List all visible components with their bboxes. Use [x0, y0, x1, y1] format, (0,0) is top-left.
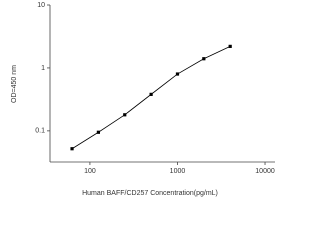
data-point — [149, 92, 153, 96]
y-tick-label: 1 — [41, 65, 45, 72]
data-point — [202, 57, 206, 61]
y-axis-label: OD=450 nm — [11, 65, 18, 103]
data-point — [228, 44, 232, 48]
x-tick-label: 10000 — [255, 168, 275, 175]
x-axis-label: Human BAFF/CD257 Concentration(pg/mL) — [82, 190, 218, 197]
data-point — [96, 130, 101, 134]
data-point — [175, 72, 180, 76]
data-point — [70, 147, 74, 151]
series-line — [71, 46, 231, 150]
chart: Human BAFF/CD257 Concentration(pg/mL) OD… — [11, 2, 275, 197]
data-point — [123, 113, 127, 117]
x-tick-label: 1000 — [170, 168, 186, 175]
y-tick-label: 0.1 — [35, 128, 45, 135]
x-tick-label: 100 — [84, 168, 96, 175]
y-tick-label: 10 — [37, 2, 45, 9]
page: {"chart_data": {"type": "line", "x_label… — [10, 1, 275, 197]
